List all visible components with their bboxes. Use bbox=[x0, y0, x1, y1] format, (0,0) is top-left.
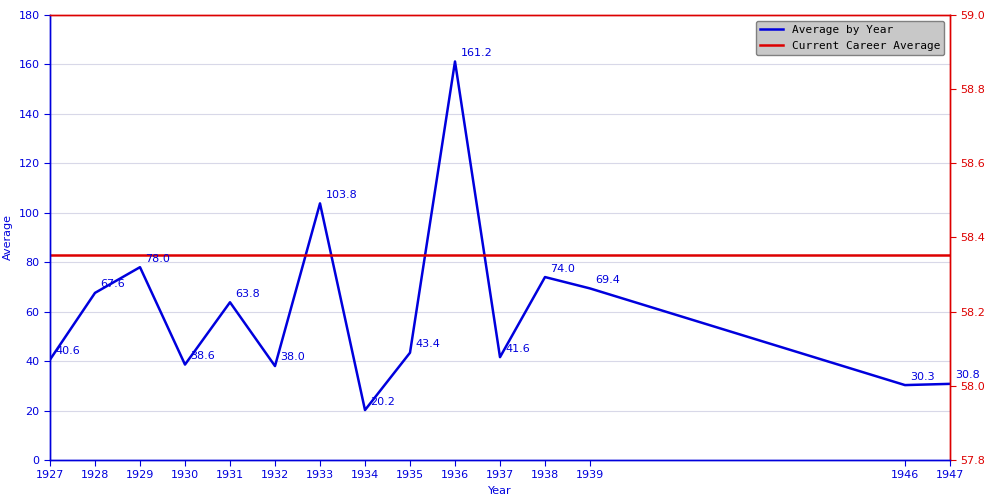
Text: 41.6: 41.6 bbox=[506, 344, 530, 353]
Y-axis label: Average: Average bbox=[3, 214, 13, 260]
Average by Year bbox=[944, 381, 956, 387]
Text: 43.4: 43.4 bbox=[416, 339, 440, 349]
Text: 74.0: 74.0 bbox=[551, 264, 575, 274]
Text: 103.8: 103.8 bbox=[326, 190, 357, 200]
Average by Year bbox=[179, 362, 191, 368]
Text: 67.6: 67.6 bbox=[101, 280, 125, 289]
Legend: Average by Year, Current Career Average: Average by Year, Current Career Average bbox=[756, 20, 944, 55]
Text: 63.8: 63.8 bbox=[236, 288, 260, 298]
Line: Average by Year: Average by Year bbox=[50, 62, 950, 410]
Average by Year bbox=[269, 363, 281, 369]
Average by Year bbox=[539, 274, 551, 280]
Average by Year bbox=[224, 300, 236, 306]
Average by Year bbox=[359, 407, 371, 413]
Text: 78.0: 78.0 bbox=[146, 254, 170, 264]
Text: 30.8: 30.8 bbox=[956, 370, 980, 380]
Average by Year bbox=[494, 354, 506, 360]
Average by Year bbox=[89, 290, 101, 296]
Average by Year bbox=[44, 356, 56, 362]
X-axis label: Year: Year bbox=[488, 486, 512, 496]
Text: 30.3: 30.3 bbox=[911, 372, 935, 382]
Average by Year bbox=[134, 264, 146, 270]
Average by Year bbox=[449, 58, 461, 64]
Text: 40.6: 40.6 bbox=[56, 346, 80, 356]
Text: 20.2: 20.2 bbox=[371, 396, 395, 406]
Average by Year bbox=[404, 350, 416, 356]
Average by Year bbox=[314, 200, 326, 206]
Text: 69.4: 69.4 bbox=[596, 275, 620, 285]
Text: 38.0: 38.0 bbox=[281, 352, 305, 362]
Average by Year bbox=[899, 382, 911, 388]
Text: 161.2: 161.2 bbox=[461, 48, 492, 58]
Text: 38.6: 38.6 bbox=[191, 351, 215, 361]
Average by Year bbox=[584, 286, 596, 292]
